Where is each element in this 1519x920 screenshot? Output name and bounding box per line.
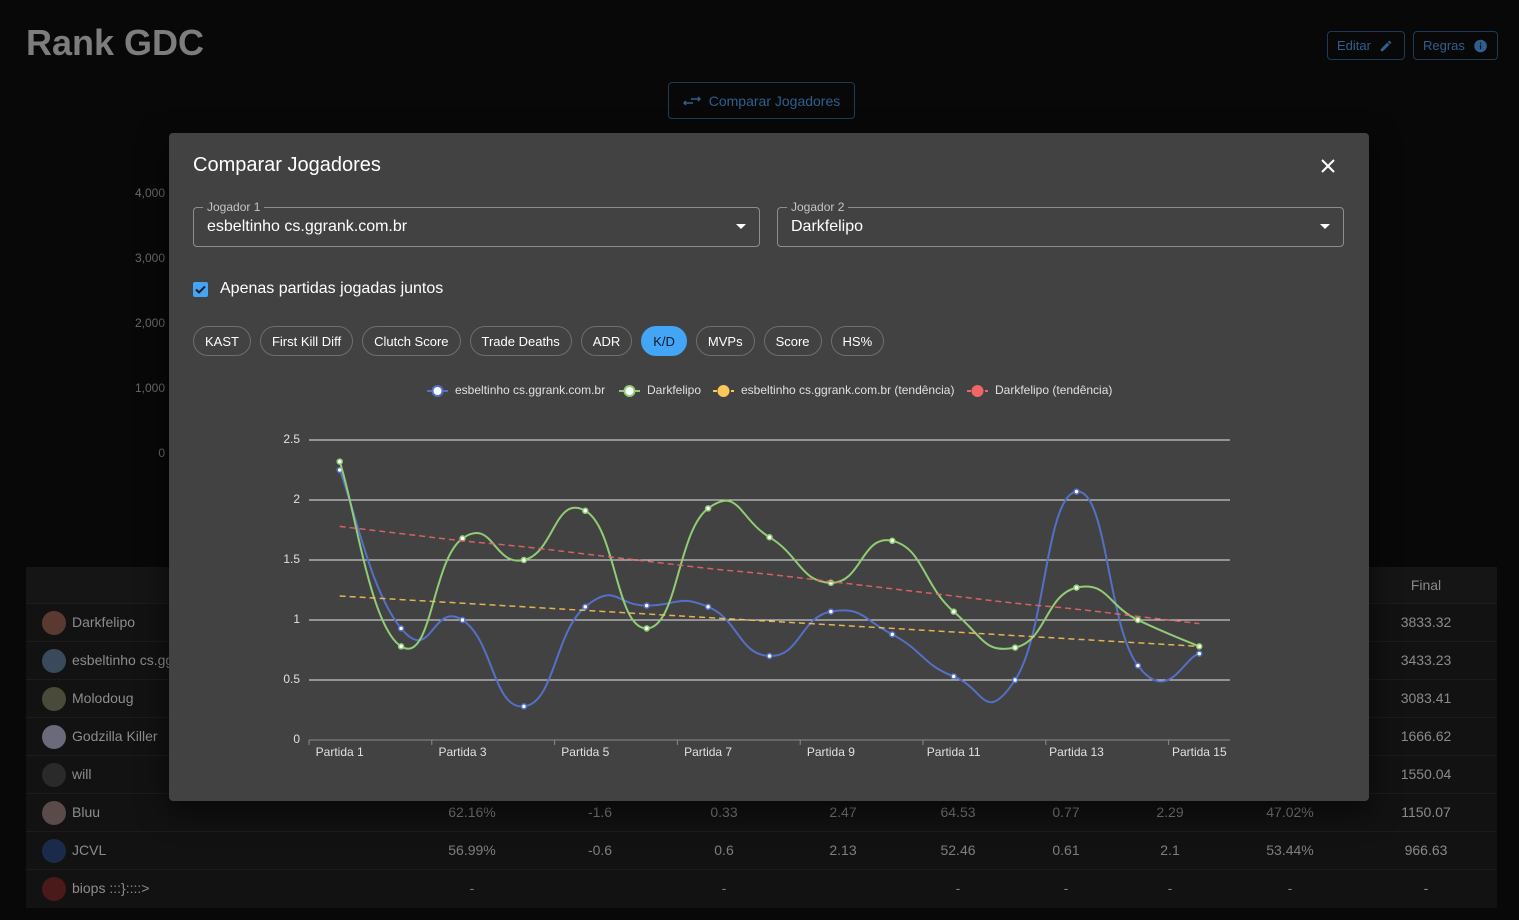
rules-button[interactable]: Regras [1413,31,1498,60]
player-name: will [72,756,91,793]
table-cell: 0.61 [1052,832,1079,869]
select-label: Jogador 1 [203,200,264,214]
player-name: Molodoug [72,680,134,717]
y-tick-label: 3,000 [105,251,165,265]
avatar [42,687,66,711]
dialog-title: Comparar Jogadores [193,154,381,177]
table-cell: 1550.04 [1401,756,1452,793]
metric-chip[interactable]: First Kill Diff [260,326,353,356]
metric-chip[interactable]: MVPs [696,326,755,356]
player-name: Bluu [72,794,100,831]
edit-button[interactable]: Editar [1327,31,1405,60]
column-header: Final [1411,567,1441,603]
player-name: biops :::}::::> [72,870,149,907]
select-value: Darkfelipo [791,218,863,236]
avatar [42,649,66,673]
info-icon [1473,38,1488,54]
table-cell: - [1424,870,1429,907]
edit-icon [1379,39,1393,53]
player1-select[interactable]: Jogador 1 esbeltinho cs.ggrank.com.br [193,207,760,247]
app-title: Rank GDC [26,22,204,64]
avatar [42,763,66,787]
table-cell: - [470,870,475,907]
table-cell: - [1064,870,1069,907]
table-cell: 52.46 [940,832,975,869]
close-button[interactable] [1320,158,1336,174]
table-cell: - [1168,870,1173,907]
select-label: Jogador 2 [787,200,848,214]
metric-chip[interactable]: KAST [193,326,251,356]
check-icon [193,282,208,297]
compare-button[interactable]: Comparar Jogadores [668,82,855,119]
checkbox-label[interactable]: Apenas partidas jogadas juntos [220,280,443,298]
table-cell: 1666.62 [1401,718,1452,755]
table-row: biops :::}::::> - - - - - - - [26,869,1497,907]
player-name: Godzilla Killer [72,718,158,755]
compare-label: Comparar Jogadores [709,93,841,109]
player2-select[interactable]: Jogador 2 Darkfelipo [777,207,1344,247]
metric-chip[interactable]: Clutch Score [362,326,460,356]
metric-chip[interactable]: Score [764,326,822,356]
table-cell: 2.13 [829,832,856,869]
metric-chip[interactable]: Trade Deaths [470,326,572,356]
rules-label: Regras [1423,38,1465,53]
table-cell: - [1288,870,1293,907]
table-cell: 3433.23 [1401,642,1452,679]
metric-chip[interactable]: HS% [831,326,885,356]
metric-chip[interactable]: K/D [641,326,687,356]
table-cell: 53.44% [1266,832,1313,869]
avatar [42,611,66,635]
edit-label: Editar [1337,38,1371,53]
table-cell: - [722,870,727,907]
table-cell: - [956,870,961,907]
y-tick-label: 4,000 [105,186,165,200]
select-value: esbeltinho cs.ggrank.com.br [207,218,407,236]
checkbox[interactable] [193,282,208,297]
y-tick-label: 2,000 [105,316,165,330]
compare-icon [683,95,701,107]
avatar [42,839,66,863]
player-name: Darkfelipo [72,604,135,641]
table-cell: 3833.32 [1401,604,1452,641]
table-cell: -0.6 [588,832,612,869]
metric-chip[interactable]: ADR [581,326,632,356]
table-cell: 966.63 [1405,832,1448,869]
player-name: JCVL [72,832,106,869]
avatar [42,877,66,901]
dropdown-arrow [1319,222,1331,230]
y-tick-label: 1,000 [105,381,165,395]
table-row: JCVL 56.99% -0.6 0.6 2.13 52.46 0.61 2.1 53.44% 9… [26,831,1497,869]
table-cell: 0.6 [714,832,733,869]
dropdown-arrow [735,222,747,230]
table-cell: 56.99% [448,832,495,869]
compare-dialog: Comparar Jogadores Jogador 1 esbeltinho … [169,133,1369,801]
table-cell: 3083.41 [1401,680,1452,717]
avatar [42,801,66,825]
y-tick-label: 0 [105,446,165,460]
metric-chips: KAST First Kill Diff Clutch Score Trade Dea… [193,326,884,356]
table-cell: 2.1 [1160,832,1179,869]
table-cell: 1150.07 [1401,794,1451,831]
avatar [42,725,66,749]
